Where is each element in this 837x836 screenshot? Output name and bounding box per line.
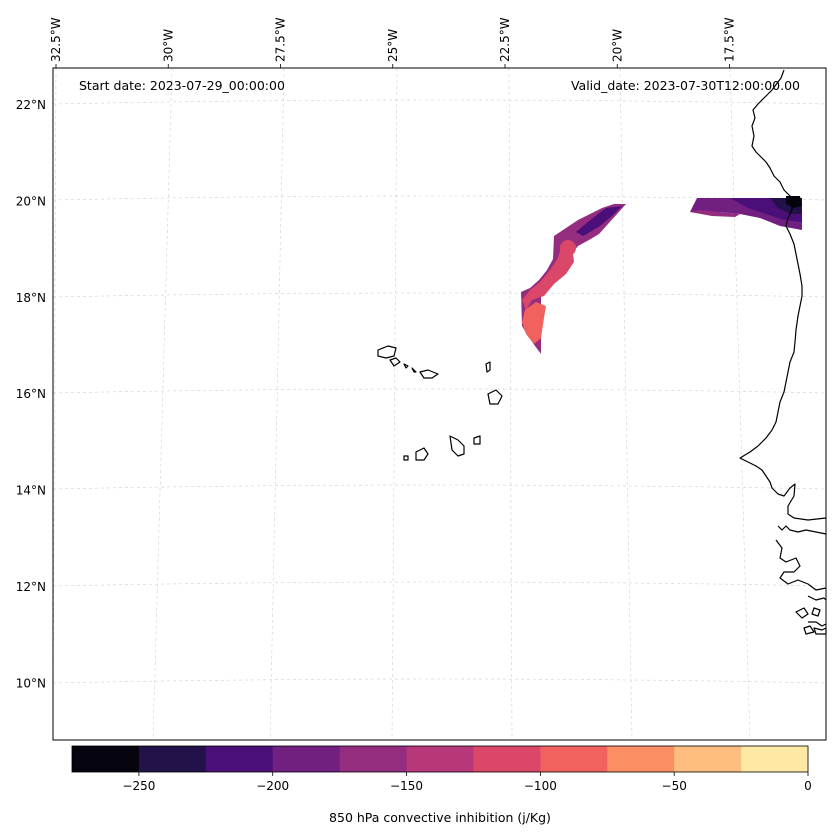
gridline-lon <box>391 67 398 741</box>
lat-tick-label: 10°N <box>16 676 46 690</box>
gridline-lon <box>152 67 173 741</box>
cin-band-east-edge <box>690 210 740 217</box>
latitude-labels: 22°N 20°N 18°N 16°N 14°N 12°N 10°N <box>16 98 46 690</box>
cape-verde-island-maio <box>473 435 481 445</box>
cin-band-west-mid <box>522 244 574 310</box>
lon-tick-label: 25°W <box>386 29 400 62</box>
start-date-label: Start date: 2023-07-29_00:00:00 <box>79 78 285 93</box>
colorbar-tick-label: −250 <box>122 779 155 793</box>
bijagos-island <box>795 607 809 619</box>
coastline-south <box>813 627 827 635</box>
lon-tick-label: 20°W <box>610 29 624 62</box>
lon-tick-label: 27.5°W <box>274 17 288 62</box>
lon-tick-label: 30°W <box>161 29 175 62</box>
cin-contours <box>521 196 802 354</box>
colorbar <box>71 745 809 773</box>
lat-tick-label: 12°N <box>16 580 46 594</box>
colorbar-segment <box>339 746 408 772</box>
longitude-labels: 32.5°W 30°W 27.5°W 25°W 22.5°W 20°W 17.5°W <box>49 17 737 68</box>
lon-tick-label: 17.5°W <box>723 17 737 62</box>
colorbar-segment <box>741 746 809 772</box>
lat-tick-label: 14°N <box>16 484 46 498</box>
map-frame <box>52 67 827 741</box>
colorbar-tick-label: −150 <box>390 779 423 793</box>
lat-tick-label: 16°N <box>16 387 46 401</box>
gridline-lon <box>619 67 633 741</box>
lat-tick-label: 22°N <box>16 98 46 112</box>
colorbar-tick-label: 0 <box>804 779 812 793</box>
cin-band-west-core <box>522 302 546 344</box>
colorbar-segment <box>607 746 675 772</box>
coastline-south <box>803 625 815 635</box>
colorbar-segment <box>540 746 608 772</box>
colorbar-segment <box>72 746 140 772</box>
colorbar-tick-label: −200 <box>256 779 289 793</box>
cin-band-west-core-top <box>560 240 576 256</box>
cape-verde-island-sao-vicente <box>389 357 401 367</box>
colorbar-ticks: −250 −200 −150 −100 −50 0 <box>122 772 812 793</box>
coastline-south <box>808 621 827 627</box>
gridline-lat <box>52 99 827 105</box>
cin-band-west-inner <box>576 206 622 236</box>
colorbar-label: 850 hPa convective inhibition (j/Kg) <box>329 810 551 825</box>
gridline-lon <box>508 67 513 741</box>
colorbar-frame <box>71 745 809 773</box>
gambia-estuary <box>777 525 827 535</box>
cin-band-east-deep <box>786 196 802 208</box>
colorbar-tick-label: −100 <box>524 779 557 793</box>
lat-tick-label: 20°N <box>16 194 46 208</box>
gridline-lon <box>269 67 285 741</box>
gridline-lat <box>52 388 827 394</box>
gridline-lat <box>52 581 827 587</box>
west-africa-coastline <box>739 69 827 521</box>
cape-verde-island-fogo <box>415 447 429 461</box>
cape-verde-island-sao-nicolau-east <box>419 369 439 379</box>
colorbar-segment <box>138 746 207 772</box>
cape-verde-island-santiago <box>449 435 465 457</box>
cape-verde-island-sao-nicolau <box>411 367 417 373</box>
cape-verde-island-boa-vista <box>487 389 503 405</box>
colorbar-segment <box>674 746 742 772</box>
cape-verde-island-santo-antao <box>377 345 397 359</box>
colorbar-tick-label: −50 <box>662 779 687 793</box>
gridline-lon <box>729 67 751 741</box>
valid-date-label: Valid_date: 2023-07-30T12:00:00.00 <box>571 78 800 93</box>
guinea-bissau-coastline <box>775 539 827 591</box>
colorbar-segment <box>272 746 341 772</box>
gridlines <box>52 67 827 741</box>
lat-tick-label: 18°N <box>16 291 46 305</box>
cape-verde-island-santa-luzia <box>403 363 409 369</box>
gridline-lat <box>52 678 827 684</box>
colorbar-segment <box>205 746 274 772</box>
gridline-lat <box>52 292 827 298</box>
cape-verde-island-brava <box>403 455 409 461</box>
guinea-coastline <box>807 595 827 601</box>
lon-tick-label: 22.5°W <box>498 17 512 62</box>
colorbar-segment <box>473 746 541 772</box>
lon-tick-label: 32.5°W <box>49 17 63 62</box>
colorbar-segment <box>406 746 474 772</box>
bijagos-island <box>811 607 821 617</box>
gridline-lat <box>52 484 827 490</box>
coastlines <box>377 69 827 635</box>
cape-verde-island-sal <box>485 361 491 373</box>
